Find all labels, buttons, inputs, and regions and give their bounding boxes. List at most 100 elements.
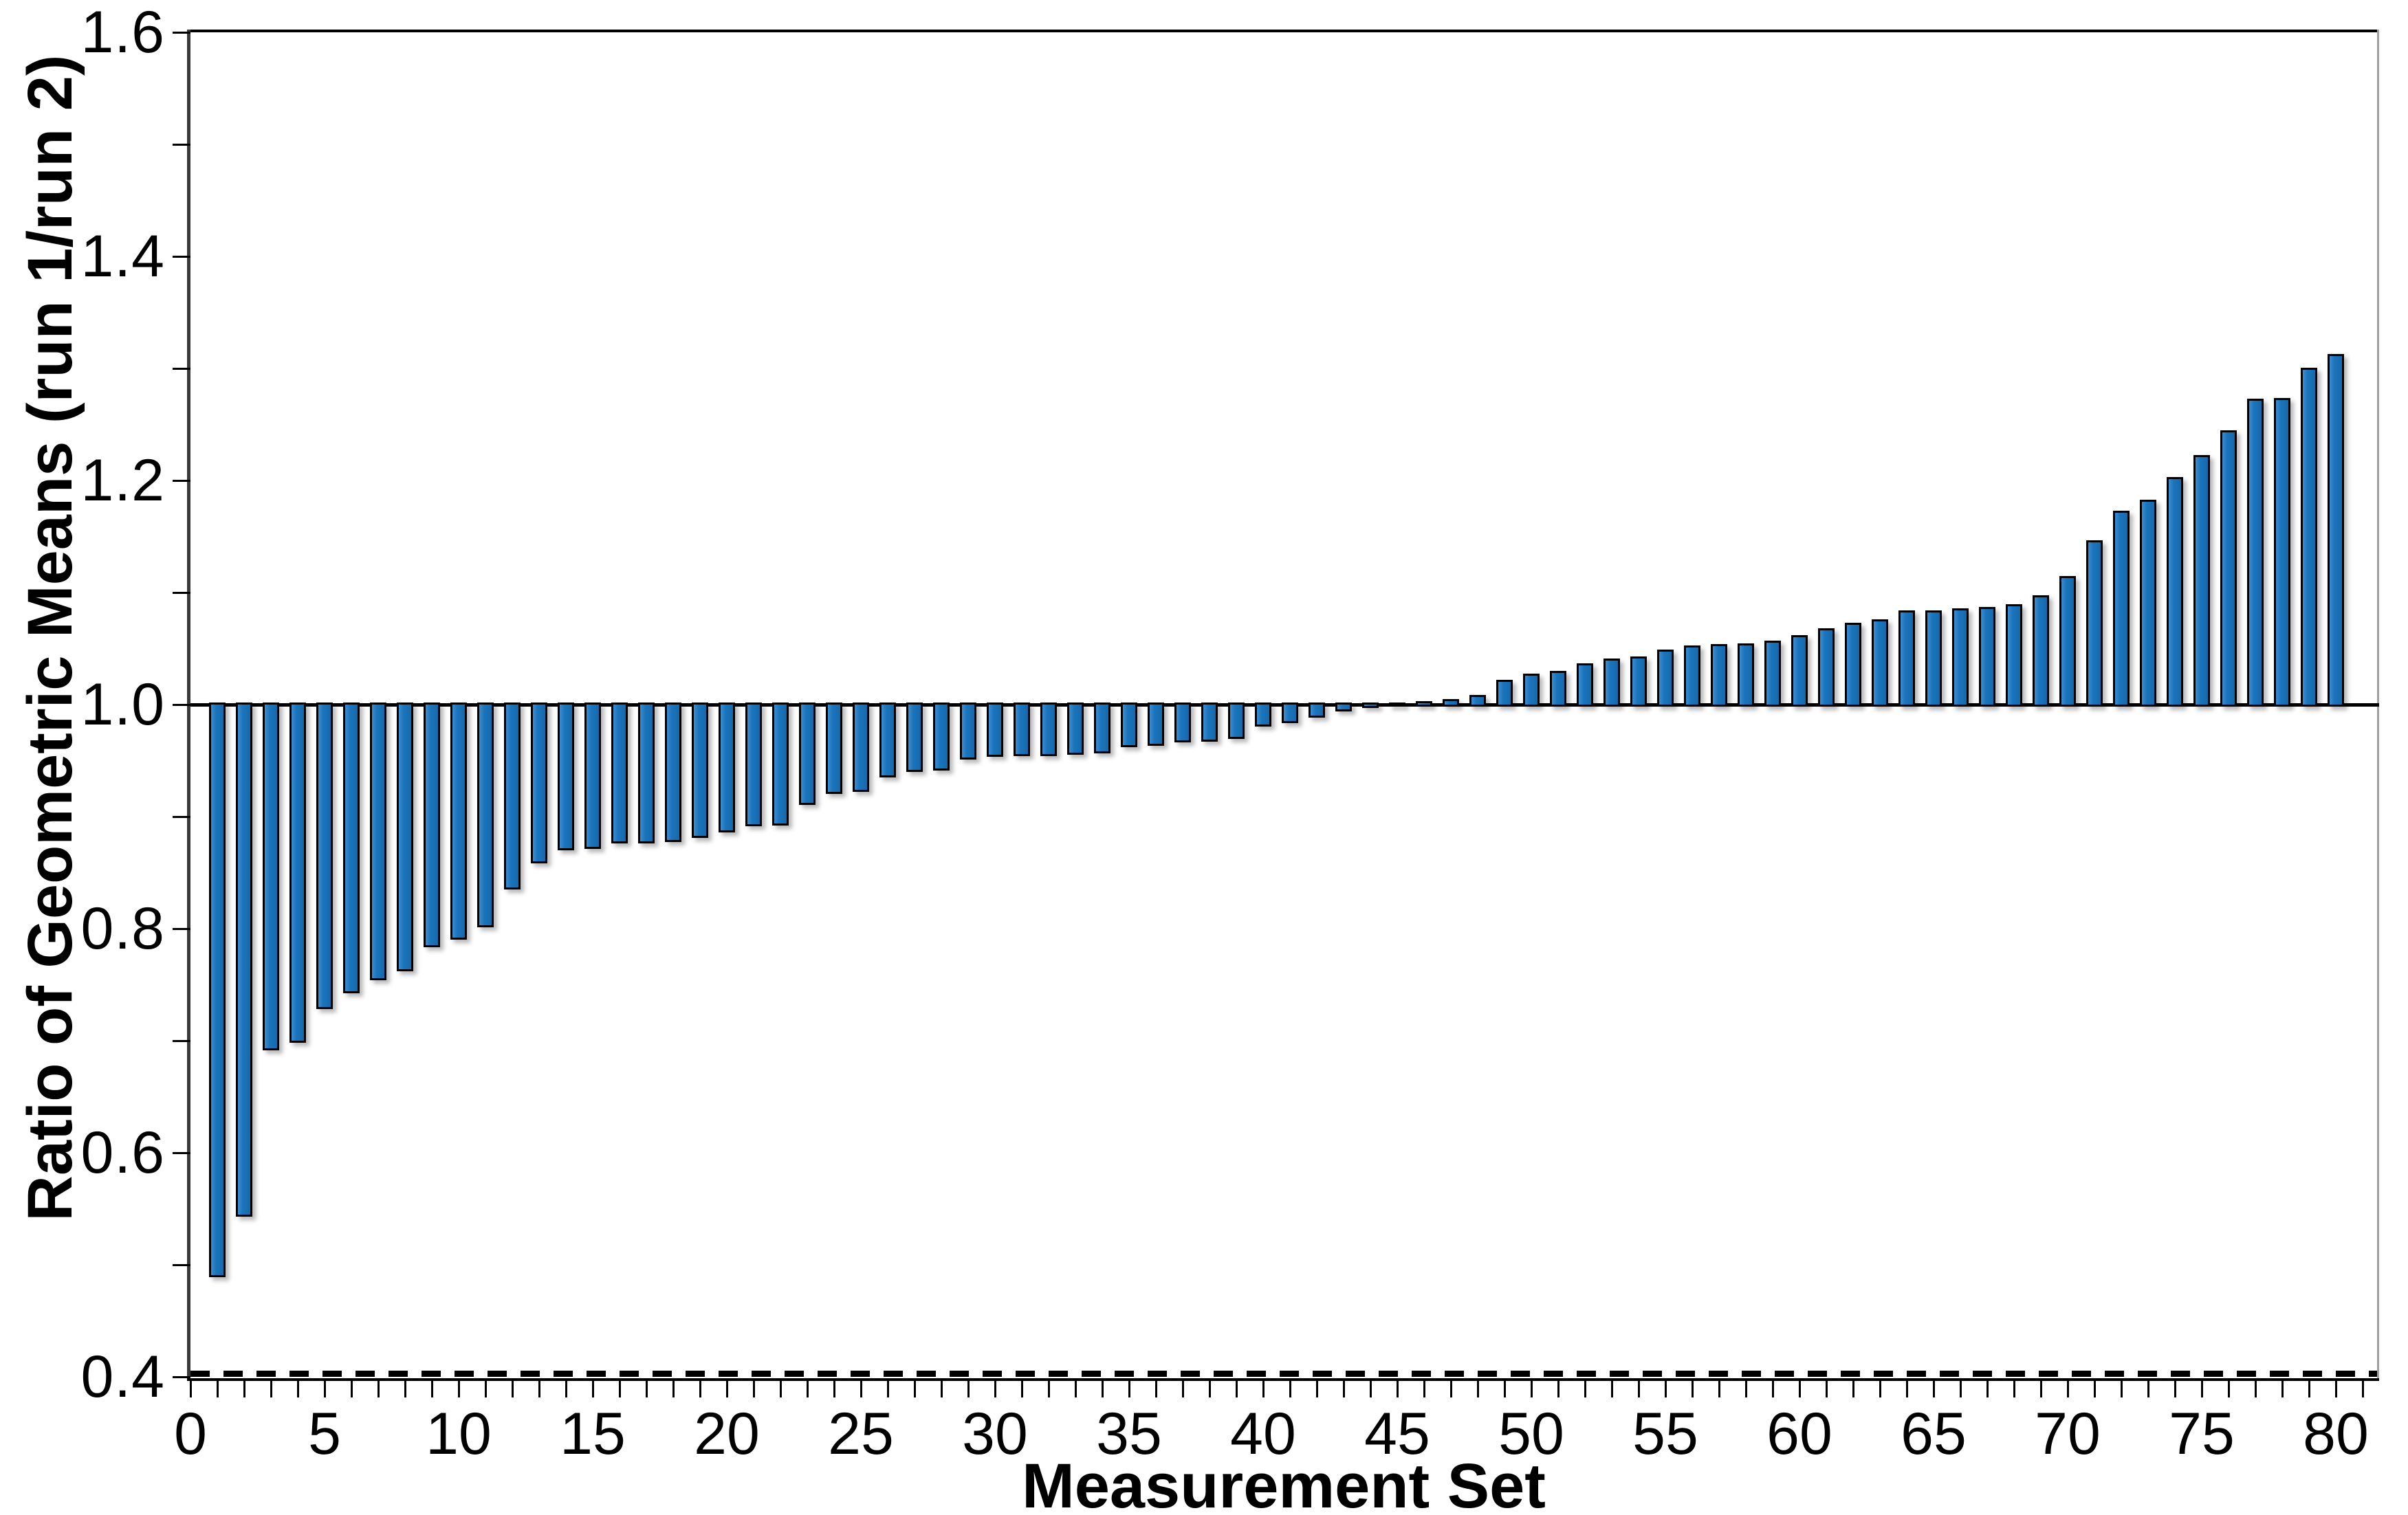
x-axis-tick (1048, 1381, 1050, 1397)
x-axis-tick (2201, 1381, 2203, 1397)
bar (1523, 673, 1540, 707)
x-axis-tick (2013, 1381, 2015, 1397)
bar (558, 703, 574, 850)
bar (1201, 703, 1218, 742)
bar (1443, 699, 1459, 707)
x-axis-tick (1423, 1381, 1425, 1397)
x-axis-tick (1397, 1381, 1399, 1397)
x-axis-tick (1638, 1381, 1640, 1397)
bar (2328, 354, 2344, 707)
y-axis-tick (173, 1152, 190, 1154)
x-axis-tick (1692, 1381, 1694, 1397)
bar (826, 703, 842, 795)
x-axis-tick (1986, 1381, 1989, 1397)
x-tick-label: 55 (1632, 1401, 1698, 1467)
bar (1657, 650, 1674, 707)
y-axis-tick (173, 816, 190, 818)
x-tick-label: 65 (1901, 1401, 1967, 1467)
x-axis-line (187, 1378, 2379, 1381)
x-tick-label: 15 (560, 1401, 626, 1467)
bar (1148, 703, 1164, 747)
x-axis-tick (1102, 1381, 1104, 1397)
bar (906, 703, 923, 772)
x-axis-tick (753, 1381, 755, 1397)
bar (2247, 399, 2264, 707)
y-axis-tick (173, 368, 190, 370)
x-axis-tick (1182, 1381, 1184, 1397)
x-axis-tick (431, 1381, 433, 1397)
x-axis-tick (1128, 1381, 1130, 1397)
x-axis-tick (1289, 1381, 1291, 1397)
x-axis-tick (1557, 1381, 1559, 1397)
bar (343, 703, 360, 994)
bar (316, 703, 333, 1010)
bar (2193, 454, 2210, 707)
x-axis-tick (2308, 1381, 2310, 1397)
bar (933, 703, 950, 771)
x-axis-tick (1665, 1381, 1667, 1397)
x-axis-tick (1343, 1381, 1345, 1397)
x-tick-label: 60 (1766, 1401, 1832, 1467)
bar (1255, 703, 1271, 727)
bar (1738, 643, 1754, 707)
x-axis-tick (1075, 1381, 1077, 1397)
x-axis-tick (1772, 1381, 1774, 1397)
bar (1174, 703, 1191, 743)
x-axis-tick (1852, 1381, 1854, 1397)
x-axis-tick (217, 1381, 219, 1397)
x-tick-label: 25 (828, 1401, 894, 1467)
bar (1362, 703, 1379, 708)
y-axis-tick (173, 592, 190, 594)
x-axis-tick (512, 1381, 514, 1397)
x-tick-label: 5 (308, 1401, 341, 1467)
bar (263, 703, 279, 1051)
x-axis-tick (1933, 1381, 1935, 1397)
bar (477, 703, 494, 928)
bar (531, 703, 547, 864)
x-tick-label: 75 (2169, 1401, 2235, 1467)
x-tick-label: 50 (1498, 1401, 1564, 1467)
x-axis-tick (1745, 1381, 1747, 1397)
x-axis-tick (1531, 1381, 1533, 1397)
bar (2140, 499, 2156, 707)
bar (1898, 610, 1915, 707)
bar (1496, 680, 1513, 707)
y-axis-tick (173, 480, 190, 482)
x-axis-tick (538, 1381, 540, 1397)
x-axis-tick (485, 1381, 487, 1397)
y-tick-label: 0.4 (80, 1344, 165, 1410)
bar (1040, 703, 1057, 756)
y-tick-label: 0.6 (80, 1120, 165, 1186)
x-axis-tick (1370, 1381, 1372, 1397)
x-axis-tick (270, 1381, 272, 1397)
x-axis-tick (1021, 1381, 1023, 1397)
x-tick-label: 45 (1364, 1401, 1430, 1467)
x-axis-tick (2094, 1381, 2096, 1397)
y-axis-tick (173, 256, 190, 258)
x-axis-tick (1155, 1381, 1157, 1397)
x-axis-tick (914, 1381, 916, 1397)
bar (1309, 703, 1325, 718)
bar (424, 703, 440, 948)
x-axis-tick (699, 1381, 701, 1397)
x-axis-tick (726, 1381, 728, 1397)
bar (853, 703, 869, 792)
bar (1952, 608, 1969, 707)
bar (2274, 397, 2290, 707)
x-axis-tick (2228, 1381, 2230, 1397)
x-axis-tick (1209, 1381, 1211, 1397)
x-axis-tick (2040, 1381, 2042, 1397)
x-axis-tick (404, 1381, 406, 1397)
x-axis-tick (592, 1381, 594, 1397)
bar (1818, 628, 1835, 707)
bar (1335, 703, 1352, 711)
y-tick-label: 1.4 (80, 223, 165, 289)
x-axis-tick (458, 1381, 460, 1397)
x-axis-tick (1799, 1381, 1801, 1397)
x-axis-tick (297, 1381, 299, 1397)
y-axis-tick (173, 704, 190, 706)
y-tick-label: 1.2 (80, 447, 165, 513)
bar (1121, 703, 1137, 747)
y-axis-tick (173, 928, 190, 930)
x-axis-tick (2174, 1381, 2176, 1397)
